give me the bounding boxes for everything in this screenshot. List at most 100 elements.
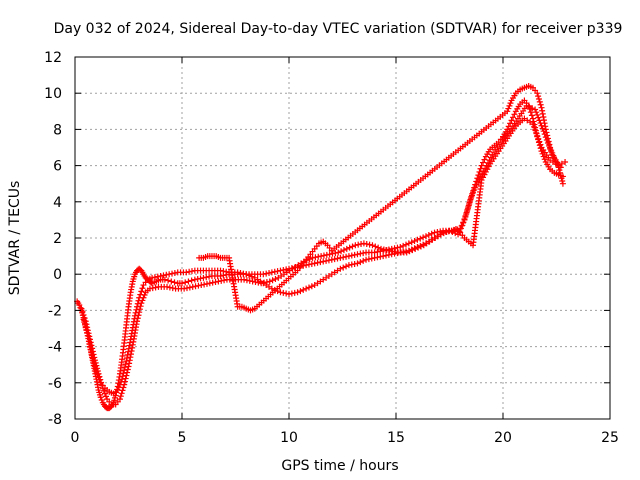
data-point bbox=[280, 289, 287, 296]
data-point bbox=[161, 276, 168, 283]
y-tick-label: 12 bbox=[44, 50, 62, 66]
data-point bbox=[467, 198, 474, 205]
data-point bbox=[343, 253, 350, 260]
data-point bbox=[440, 230, 447, 237]
data-point bbox=[554, 161, 561, 168]
data-point bbox=[179, 280, 185, 287]
data-point bbox=[380, 253, 387, 260]
data-point bbox=[412, 245, 419, 252]
data-point bbox=[542, 123, 549, 130]
chart-title: Day 032 of 2024, Sidereal Day-to-day VTE… bbox=[54, 21, 623, 37]
y-tick-label: 6 bbox=[53, 159, 62, 175]
data-point bbox=[305, 261, 312, 268]
data-point bbox=[357, 259, 364, 266]
data-point bbox=[134, 315, 141, 322]
data-point bbox=[192, 283, 199, 290]
data-point bbox=[86, 336, 93, 343]
data-point bbox=[385, 251, 392, 258]
data-point bbox=[467, 195, 474, 202]
data-point bbox=[374, 248, 381, 255]
data-point bbox=[422, 233, 429, 240]
data-point bbox=[209, 279, 216, 286]
data-point bbox=[125, 363, 132, 370]
data-point bbox=[283, 266, 290, 273]
data-point bbox=[181, 285, 188, 292]
y-tick-label: 10 bbox=[44, 86, 62, 102]
data-point bbox=[457, 225, 464, 232]
data-point bbox=[157, 273, 164, 280]
data-point bbox=[134, 318, 141, 325]
data-point bbox=[542, 126, 549, 133]
data-point bbox=[346, 244, 353, 251]
data-point bbox=[386, 247, 393, 254]
data-point bbox=[548, 147, 555, 154]
grid bbox=[75, 57, 610, 419]
data-point bbox=[368, 255, 375, 262]
data-point bbox=[541, 156, 548, 163]
data-point bbox=[311, 260, 318, 267]
data-point bbox=[135, 312, 142, 319]
data-point bbox=[534, 111, 541, 118]
data-point bbox=[152, 284, 159, 291]
data-point bbox=[203, 280, 210, 287]
y-tick-label: -4 bbox=[48, 340, 62, 356]
data-point bbox=[540, 117, 547, 124]
data-point bbox=[558, 175, 565, 182]
data-point bbox=[383, 252, 390, 259]
data-point bbox=[212, 279, 219, 286]
data-point bbox=[194, 276, 201, 283]
data-point bbox=[540, 113, 547, 120]
data-point bbox=[91, 354, 98, 361]
data-point bbox=[305, 284, 312, 291]
data-point bbox=[268, 269, 275, 276]
data-point bbox=[538, 104, 545, 111]
data-point bbox=[535, 95, 542, 102]
data-point bbox=[141, 292, 148, 299]
y-tick-label: -6 bbox=[48, 376, 62, 392]
data-point bbox=[188, 277, 195, 284]
data-point bbox=[217, 273, 224, 280]
data-point bbox=[556, 167, 563, 174]
data-point bbox=[183, 285, 190, 292]
data-point bbox=[206, 280, 213, 287]
data-point bbox=[471, 187, 478, 194]
data-point bbox=[240, 270, 247, 277]
data-point bbox=[507, 100, 514, 107]
data-point bbox=[149, 285, 156, 292]
data-point bbox=[120, 384, 127, 391]
data-point bbox=[123, 372, 130, 379]
data-point bbox=[186, 268, 193, 275]
data-point bbox=[323, 251, 330, 258]
data-point bbox=[533, 129, 540, 136]
data-point bbox=[456, 228, 463, 235]
data-point bbox=[374, 254, 381, 261]
data-point bbox=[459, 222, 466, 229]
data-point bbox=[465, 203, 472, 210]
data-point bbox=[544, 135, 551, 142]
data-point bbox=[411, 238, 418, 245]
data-point bbox=[168, 278, 175, 285]
data-point bbox=[470, 189, 477, 196]
y-axis-label: SDTVAR / TECUs bbox=[7, 181, 23, 296]
data-point bbox=[557, 169, 564, 176]
data-point bbox=[343, 245, 350, 252]
data-point bbox=[169, 270, 176, 277]
data-point bbox=[383, 247, 390, 254]
data-point bbox=[87, 339, 94, 346]
data-point bbox=[326, 251, 333, 258]
data-point bbox=[83, 321, 90, 328]
data-point bbox=[546, 141, 553, 148]
data-point bbox=[138, 288, 145, 295]
data-point bbox=[136, 309, 143, 316]
data-point bbox=[163, 271, 170, 278]
data-point bbox=[337, 254, 344, 261]
data-point bbox=[354, 260, 361, 267]
y-tick-label: 4 bbox=[53, 195, 62, 211]
data-point bbox=[266, 269, 273, 276]
data-point bbox=[558, 160, 565, 167]
data-point bbox=[529, 115, 536, 122]
data-point bbox=[365, 256, 372, 263]
data-point bbox=[154, 273, 161, 280]
data-point bbox=[537, 101, 544, 108]
